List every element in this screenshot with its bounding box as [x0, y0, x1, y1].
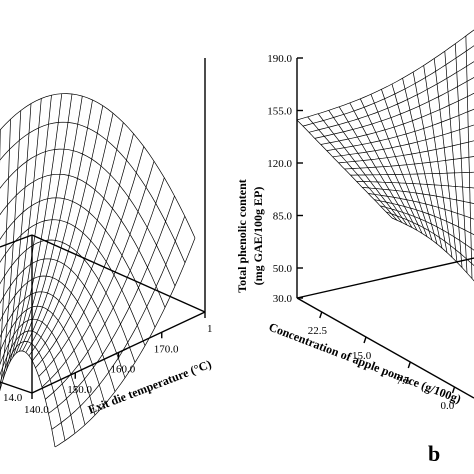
panel-b-x-tick-label: 15.0: [352, 350, 372, 362]
panel-a-mesh-line-v11: [0, 318, 86, 425]
panel-b-x-ticks: 22.5 15.0 7.5 0.0: [308, 311, 456, 412]
panel-b-z-axis-title-line2: (mg GAE/100g EP): [251, 187, 265, 286]
panel-b-x-tick-mark: [319, 311, 323, 319]
panel-b-mesh-line-v11: [362, 187, 474, 204]
panel-a-mesh-line-v7: [0, 258, 126, 378]
panel-b-mesh-line-v14: [380, 205, 474, 251]
panel-b-mesh-line-v5: [326, 108, 474, 151]
panel-b-mesh-line-v12: [368, 193, 474, 220]
panel-b-x-tick-label: 0.0: [441, 400, 455, 412]
panel-a-mesh-line-v13: [0, 341, 66, 441]
panel-a-mesh-line-u5: [5, 98, 42, 371]
panel-a-mesh-line-v8: [0, 275, 116, 392]
panel-a-surface-mesh: [0, 93, 196, 448]
panel-b-x-axis: [296, 297, 474, 399]
panel-b-x-tick-label: 22.5: [308, 325, 328, 337]
panel-b-z-ticks: 30.0 50.0 85.0 120.0 155.0 190.0: [267, 53, 303, 305]
panel-a-x-axis-title: Exit die temperature (°C): [86, 357, 213, 417]
panel-b-mesh-line-v0: [296, 29, 474, 121]
panel-b-mesh-line-v3: [314, 77, 474, 139]
panel-b-z-tick-label: 85.0: [273, 211, 293, 223]
panel-b-floor-back-edge: [296, 257, 474, 299]
panel-a-x-tick-label: 150.0: [67, 384, 92, 396]
panel-a-x-ticks: 140.0 150.0 160.0 170.0 1: [24, 312, 213, 416]
panel-b-z-tick-label: 50.0: [273, 263, 293, 275]
panel-b-z-axis-title-line1: Total phenolic content: [235, 179, 249, 293]
panel-b-mesh-line-v8: [344, 156, 474, 170]
panel-b-mesh-line-v4: [320, 92, 474, 145]
panel-a-y-axis: [0, 381, 33, 394]
panel-b-mesh-line-v9: [350, 171, 474, 176]
panel-a-mesh-line-v2: [0, 148, 176, 287]
panel-b-mesh-line-v15: [385, 211, 474, 267]
panel-a-mesh-line-v14: [0, 350, 56, 448]
panel-a-x-tick-label: 160.0: [111, 364, 136, 376]
panel-b-x-tick-mark: [407, 361, 411, 369]
panel-a-mesh-line-v1: [0, 121, 186, 263]
panel-a-mesh-line-v3: [0, 173, 166, 308]
panel-a-mesh-line-v0: [0, 93, 196, 239]
panel-b-surface-mesh: [296, 29, 474, 282]
panel-b-mesh-line-v16: [391, 217, 474, 282]
panel-b-x-tick-mark: [451, 386, 456, 394]
panel-b-z-tick-label: 155.0: [267, 106, 292, 118]
panel-b-x-axis-title: Concentration of apple pomace (g/100g): [267, 320, 463, 406]
panel-a-floor-right-edge: [31, 234, 206, 313]
panel-a-mesh-line-v9: [0, 291, 106, 405]
panel-b-z-tick-label: 120.0: [267, 158, 292, 170]
panel-a-mesh-line-v4: [0, 197, 156, 328]
panel-a-mesh-line-u17: [45, 177, 165, 400]
panel-a-y-tick-label: 14.0: [3, 392, 23, 404]
panel-a-x-tick-label: 140.0: [24, 404, 49, 416]
panel-b-mesh-line-v13: [374, 199, 474, 236]
panel-b-mesh-line-v6: [332, 124, 474, 158]
panel-a-surface-plot: 140.0 150.0 160.0 170.0 1 14.0 Exit die temp…: [0, 58, 213, 448]
panel-a-mesh-line-u7: [12, 93, 63, 358]
panel-b-mesh-line-v10: [356, 180, 474, 189]
panel-b-mesh-line-v1: [302, 45, 474, 127]
panel-a-mesh-line-v6: [0, 239, 136, 363]
panel-b-mesh-line-v2: [308, 61, 474, 133]
panel-a-floor-back-edge: [0, 234, 33, 248]
panel-b-label: b: [428, 441, 440, 466]
panel-a-x-tick-label: 170.0: [154, 343, 179, 355]
panel-a-mesh-line-v10: [0, 305, 96, 416]
panel-b-x-tick-label: 7.5: [396, 375, 410, 387]
panel-b-surface-plot: 30.0 50.0 85.0 120.0 155.0 190.0 22.5 15.0 7.5 0…: [235, 29, 474, 466]
panel-a-mesh-line-u14: [35, 133, 134, 369]
panel-b-z-tick-label: 190.0: [267, 53, 292, 65]
panel-b-mesh-line-v7: [338, 140, 474, 164]
panel-b-z-tick-label: 30.0: [273, 293, 293, 305]
panel-b-x-tick-mark: [363, 336, 367, 344]
panel-a-x-tick-label: 1: [207, 323, 213, 335]
